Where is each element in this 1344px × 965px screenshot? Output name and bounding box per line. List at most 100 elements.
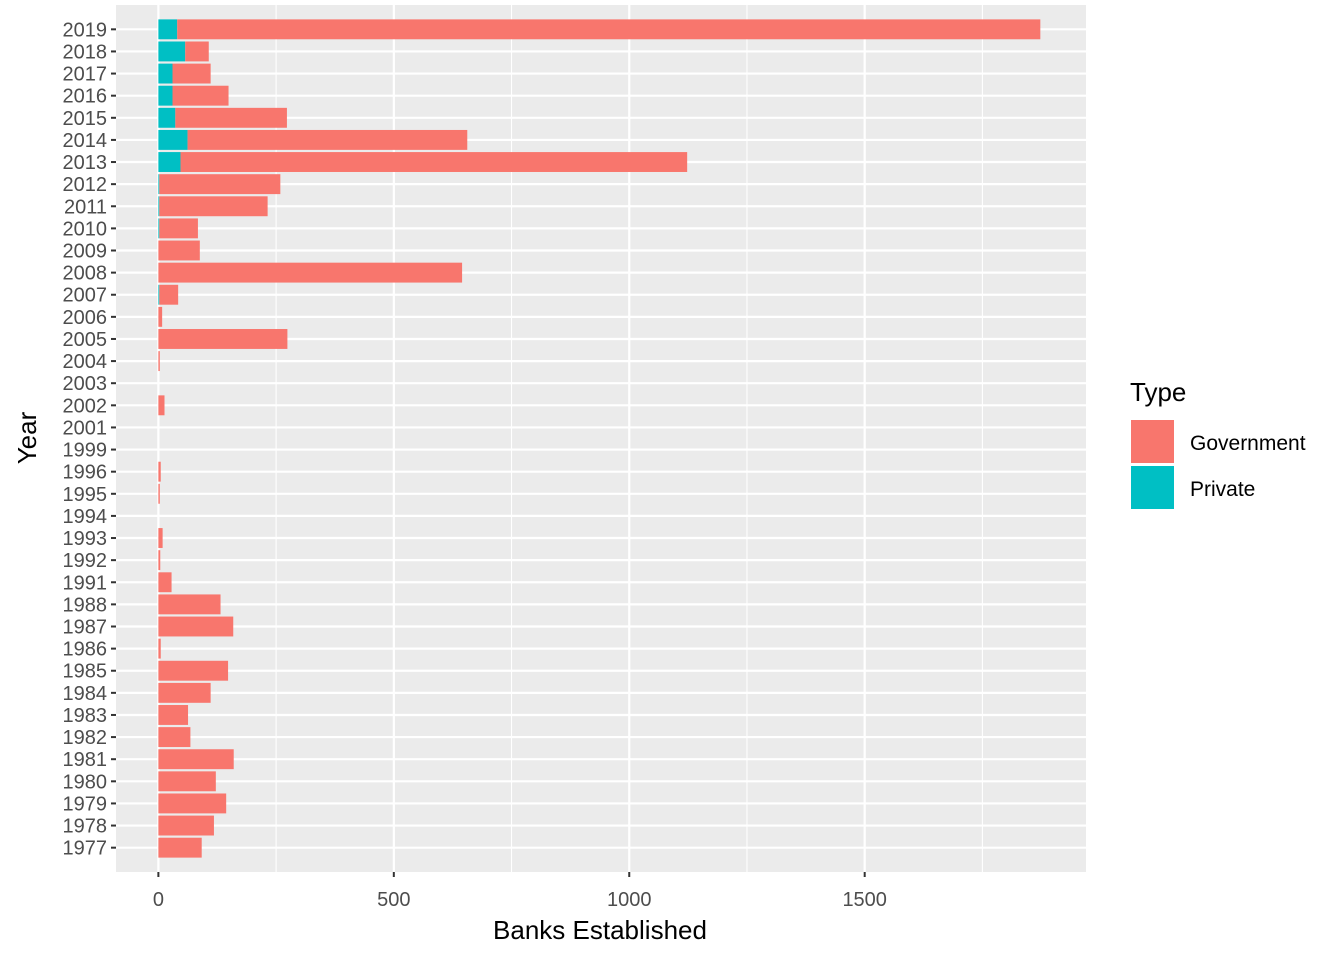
y-tick-label: 2012 (63, 174, 108, 196)
y-tick-label: 1995 (63, 484, 108, 506)
bar-government-2009 (158, 240, 200, 261)
y-axis-label: Year (12, 411, 42, 464)
x-tick-label: 1500 (842, 889, 887, 911)
y-tick-label: 1985 (63, 661, 108, 683)
bar-government-2002 (158, 395, 165, 416)
legend: Type Government Private (1130, 377, 1306, 509)
bar-government-2010 (159, 218, 198, 239)
bar-private-2013 (158, 152, 181, 172)
legend-key-private (1131, 466, 1174, 509)
y-tick-label: 1991 (63, 572, 108, 594)
bar-government-2015 (175, 107, 287, 128)
bar-government-1992 (158, 550, 161, 571)
bar-government-1987 (158, 616, 234, 637)
bar-government-1984 (158, 682, 211, 703)
bar-government-1991 (158, 572, 172, 593)
x-tick-label: 500 (377, 889, 410, 911)
bar-layer (158, 19, 1041, 858)
bar-government-1996 (158, 461, 161, 482)
y-tick-label: 1977 (63, 838, 108, 860)
bar-government-1988 (158, 594, 221, 615)
bar-government-2004 (158, 351, 160, 372)
bar-government-1981 (158, 749, 234, 770)
bar-government-2012 (159, 174, 281, 195)
y-tick-label: 2014 (63, 130, 108, 152)
y-tick-label: 2006 (63, 307, 108, 329)
bar-government-2013 (180, 152, 688, 172)
bar-government-2016 (172, 85, 229, 106)
bar-private-2011 (158, 196, 160, 217)
bar-government-2008 (158, 262, 463, 283)
y-tick-label: 2007 (63, 285, 108, 307)
bar-government-2011 (159, 196, 268, 217)
y-tick-label: 2019 (63, 19, 108, 41)
bar-government-2005 (158, 329, 288, 349)
bar-private-2018 (158, 41, 186, 62)
bar-government-2007 (159, 284, 179, 305)
bar-government-2006 (158, 306, 163, 327)
y-tick-label: 2001 (63, 417, 108, 439)
y-tick-label: 1981 (63, 749, 108, 771)
bar-government-1979 (158, 793, 227, 814)
y-tick-label: 1987 (63, 616, 108, 638)
bar-government-1995 (158, 483, 160, 504)
y-tick-label: 2010 (63, 218, 108, 240)
bar-private-2010 (158, 218, 160, 239)
y-tick-label: 1993 (63, 528, 108, 550)
y-tick-label: 2005 (63, 329, 108, 351)
y-tick-label: 1996 (63, 462, 108, 484)
y-tick-label: 1978 (63, 816, 108, 838)
bar-government-1993 (158, 528, 163, 548)
bar-government-2017 (172, 63, 211, 84)
legend-items: Government Private (1131, 420, 1306, 509)
y-tick-label: 2002 (63, 395, 108, 417)
y-tick-label: 2004 (63, 351, 108, 373)
y-tick-label: 1994 (63, 506, 108, 528)
y-tick-label: 1980 (63, 771, 108, 793)
x-tick-label: 0 (153, 889, 164, 911)
y-tick-label: 2018 (63, 41, 108, 63)
y-tick-label: 2003 (63, 373, 108, 395)
axis-layer: 1977197819791980198119821983198419851986… (63, 19, 887, 911)
y-tick-label: 2016 (63, 86, 108, 108)
y-tick-label: 1984 (63, 683, 108, 705)
legend-key-government (1131, 420, 1174, 463)
y-tick-label: 2009 (63, 241, 108, 263)
y-tick-label: 1992 (63, 550, 108, 572)
y-tick-label: 2011 (64, 196, 107, 218)
bar-government-2019 (177, 19, 1041, 40)
bar-private-2017 (158, 63, 173, 84)
y-tick-label: 1988 (63, 594, 108, 616)
bar-government-2014 (187, 129, 468, 150)
bar-government-1983 (158, 705, 189, 725)
y-tick-label: 2013 (63, 152, 108, 174)
x-axis-label: Banks Established (493, 915, 707, 945)
bar-government-2018 (185, 41, 209, 62)
legend-label-government: Government (1190, 432, 1306, 455)
bar-government-1985 (158, 660, 229, 681)
bar-government-1980 (158, 771, 216, 792)
bar-government-1978 (158, 815, 214, 836)
y-tick-label: 1983 (63, 705, 108, 727)
y-tick-label: 1999 (63, 440, 108, 462)
y-tick-label: 1982 (63, 727, 108, 749)
x-tick-label: 1000 (607, 889, 652, 911)
legend-title: Type (1130, 377, 1186, 407)
bar-private-2012 (158, 174, 160, 195)
legend-label-private: Private (1190, 478, 1255, 501)
bar-private-2019 (158, 19, 178, 40)
bar-private-2015 (158, 107, 176, 128)
bar-private-2016 (158, 85, 173, 106)
bar-government-1977 (158, 837, 202, 858)
y-tick-label: 2017 (63, 64, 108, 86)
bar-government-1982 (158, 727, 191, 748)
y-tick-label: 2008 (63, 263, 108, 285)
bar-private-2014 (158, 129, 188, 150)
y-tick-label: 2015 (63, 108, 108, 130)
y-tick-label: 1986 (63, 639, 108, 661)
bar-private-2007 (158, 284, 160, 305)
y-tick-label: 1979 (63, 793, 108, 815)
bar-government-1986 (158, 638, 161, 659)
